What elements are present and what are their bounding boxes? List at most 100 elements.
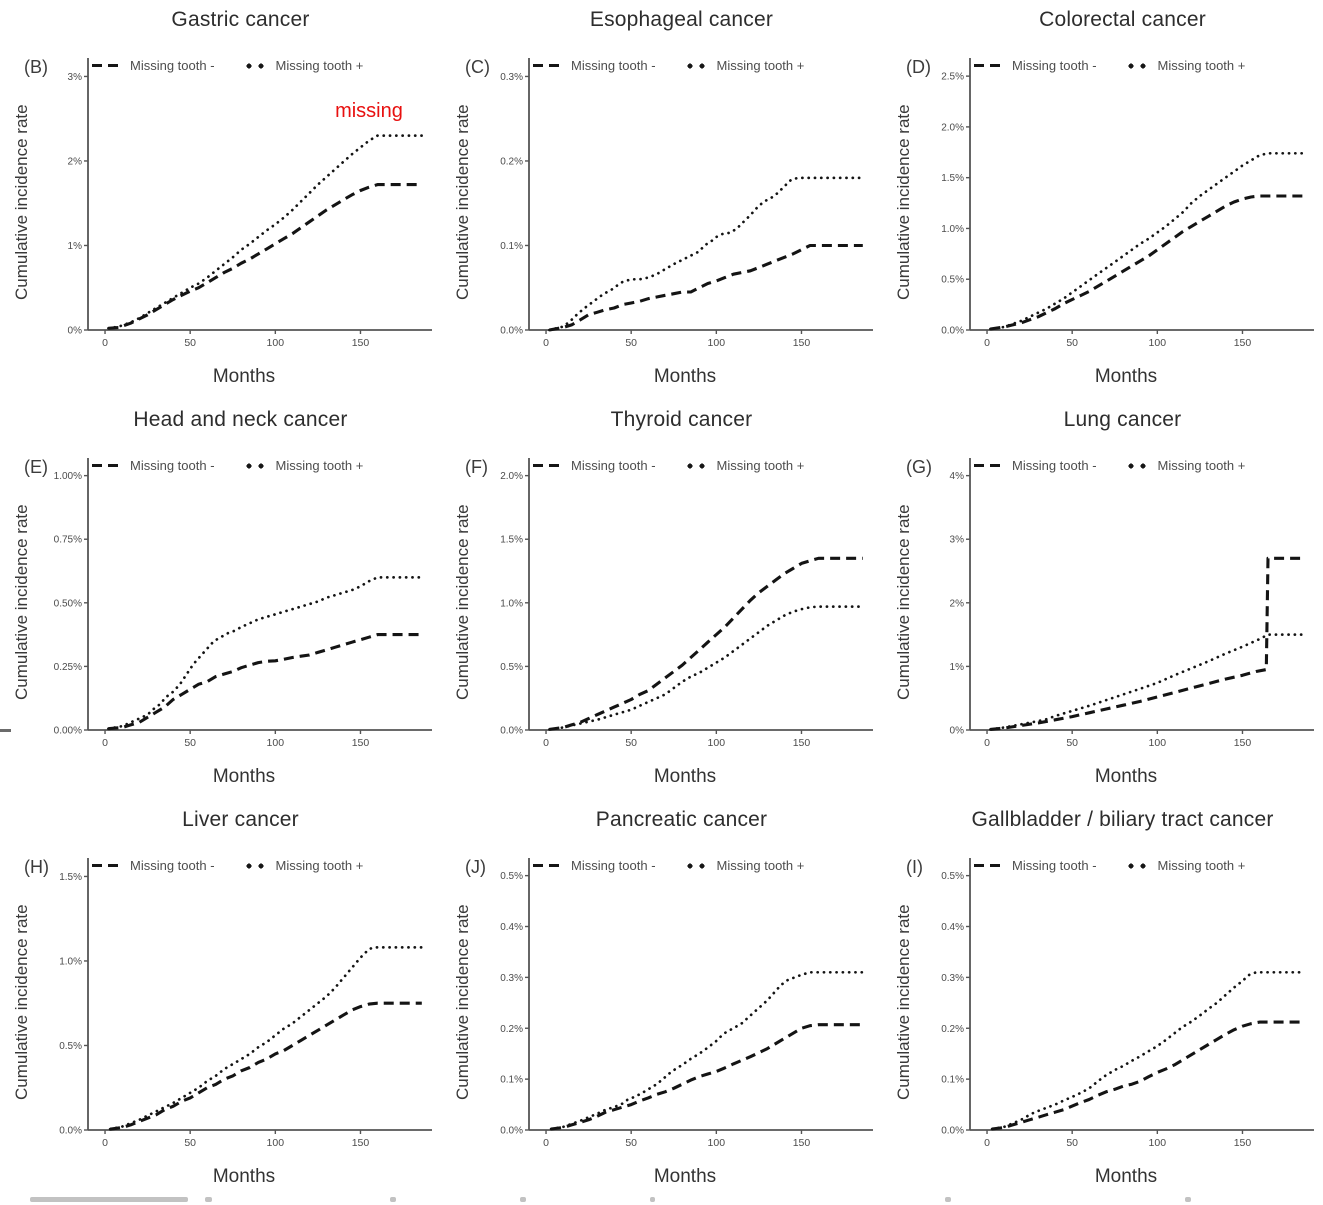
- plot-area: 0 50 100 150 0.0% 0.1% 0.2% 0.3%: [500, 58, 873, 349]
- legend: Missing tooth - Missing tooth +: [974, 458, 1245, 473]
- x-tick-label: 0: [102, 337, 108, 349]
- legend-item-minus: Missing tooth -: [533, 458, 656, 473]
- x-tick-label: 0: [984, 1137, 990, 1149]
- x-axis-label: Months: [653, 1166, 717, 1187]
- panel-letter: (E): [24, 457, 48, 477]
- x-tick-label: 50: [184, 737, 196, 749]
- x-tick-label: 0: [102, 1137, 108, 1149]
- y-axis-label: Cumulative incidence rate: [894, 104, 913, 301]
- x-tick-label: 150: [1234, 337, 1252, 349]
- legend: Missing tooth - Missing tooth +: [92, 458, 363, 473]
- x-tick-label: 0: [543, 337, 549, 349]
- legend-label-plus: Missing tooth +: [1157, 58, 1246, 73]
- y-tick-label: 0.5%: [941, 871, 964, 882]
- x-tick-label: 50: [625, 1137, 637, 1149]
- series-line-missing-tooth-plus: [107, 576, 424, 731]
- y-tick-label: 1.5%: [500, 535, 523, 546]
- legend-item-minus: Missing tooth -: [533, 858, 656, 873]
- legend-label-minus: Missing tooth -: [130, 458, 215, 473]
- x-tick-label: 100: [708, 737, 726, 749]
- x-tick-label: 100: [1149, 737, 1167, 749]
- y-tick-label: 0.4%: [941, 922, 964, 933]
- dotted-line-icon: [1124, 62, 1148, 69]
- plot-area: 0 50 100 150 0.0% 0.5% 1.0% 1.5% 2.0%: [500, 458, 873, 749]
- y-tick-label: 0.0%: [500, 726, 523, 737]
- x-tick-label: 50: [1066, 737, 1078, 749]
- y-axis-label: Cumulative incidence rate: [894, 504, 913, 701]
- dotted-line-icon: [683, 462, 707, 469]
- legend-item-plus: Missing tooth +: [683, 858, 805, 873]
- series-line-missing-tooth-minus: [109, 1001, 422, 1131]
- series-line-missing-tooth-plus: [989, 151, 1306, 331]
- x-tick-label: 50: [184, 337, 196, 349]
- legend-label-plus: Missing tooth +: [716, 458, 805, 473]
- panel-gastric-cancer: (B) Gastric cancer Missing tooth - Missi…: [0, 0, 441, 400]
- panel-title: Esophageal cancer: [589, 8, 774, 31]
- plot-area: 0 50 100 150 0.00% 0.25% 0.50% 0.75% 1.00%: [54, 458, 432, 749]
- legend-item-plus: Missing tooth +: [1124, 458, 1246, 473]
- dotted-line-icon: [242, 462, 266, 469]
- y-tick-label: 0.2%: [500, 156, 523, 167]
- dotted-line-icon: [683, 862, 707, 869]
- y-tick-label: 0.1%: [500, 241, 523, 252]
- series-line-missing-tooth-minus: [990, 194, 1304, 331]
- cropped-caption-remnant: [1185, 1197, 1191, 1202]
- panel-title: Liver cancer: [182, 808, 299, 831]
- legend-item-plus: Missing tooth +: [1124, 58, 1246, 73]
- dashed-line-icon: [974, 64, 1002, 67]
- y-tick-label: 1.5%: [941, 173, 964, 184]
- x-axis-label: Months: [653, 766, 717, 787]
- y-tick-label: 0.75%: [54, 535, 82, 546]
- x-tick-label: 100: [267, 337, 285, 349]
- panel-title: Head and neck cancer: [133, 408, 348, 431]
- panel-title: Lung cancer: [1063, 408, 1182, 431]
- dashed-line-icon: [92, 464, 120, 467]
- series-line-missing-tooth-minus: [108, 183, 422, 330]
- legend-item-minus: Missing tooth -: [533, 58, 656, 73]
- legend-item-plus: Missing tooth +: [683, 58, 804, 73]
- legend-label-plus: Missing tooth +: [716, 858, 805, 873]
- legend-item-minus: Missing tooth -: [974, 858, 1097, 873]
- legend-label-plus: Missing tooth +: [1157, 458, 1246, 473]
- legend-label-plus: Missing tooth +: [275, 858, 364, 873]
- x-tick-label: 100: [1149, 337, 1167, 349]
- dotted-line-icon: [242, 862, 266, 869]
- legend-item-plus: Missing tooth +: [242, 858, 364, 873]
- legend-label-minus: Missing tooth -: [130, 858, 215, 873]
- panel-title: Gallbladder / biliary tract cancer: [971, 808, 1274, 831]
- x-tick-label: 100: [708, 337, 726, 349]
- series-line-missing-tooth-plus: [107, 134, 424, 330]
- cropped-caption-remnant: [650, 1197, 655, 1202]
- x-axis-label: Months: [212, 366, 276, 387]
- panel-thyroid-cancer: (F) Thyroid cancer Missing tooth - Missi…: [441, 400, 882, 800]
- legend-label-minus: Missing tooth -: [571, 58, 656, 73]
- y-tick-label: 0.3%: [500, 72, 523, 83]
- dotted-line-icon: [1124, 862, 1148, 869]
- y-tick-label: 0.25%: [54, 662, 82, 673]
- panel-letter: (D): [906, 57, 931, 77]
- missing-annotation: missing: [335, 100, 403, 122]
- x-tick-label: 100: [1149, 1137, 1167, 1149]
- y-tick-label: 0.0%: [500, 1126, 523, 1137]
- panel-letter: (F): [465, 457, 488, 477]
- panel-letter: (I): [906, 857, 923, 877]
- x-axis-label: Months: [1094, 366, 1158, 387]
- y-tick-label: 0.5%: [500, 662, 523, 673]
- legend: Missing tooth - Missing tooth +: [974, 58, 1245, 73]
- x-axis-label: Months: [1094, 766, 1158, 787]
- dashed-line-icon: [533, 464, 561, 467]
- legend-label-plus: Missing tooth +: [275, 458, 364, 473]
- x-tick-label: 150: [352, 737, 370, 749]
- y-axis-label: Cumulative incidence rate: [894, 904, 913, 1101]
- legend-item-minus: Missing tooth -: [92, 858, 215, 873]
- y-axis-label: Cumulative incidence rate: [453, 104, 472, 301]
- panel-title: Colorectal cancer: [1039, 8, 1206, 31]
- series-line-missing-tooth-plus: [108, 946, 424, 1131]
- y-tick-label: 0.00%: [54, 726, 82, 737]
- dashed-line-icon: [974, 464, 1002, 467]
- legend-item-plus: Missing tooth +: [242, 458, 364, 473]
- panel-letter: (G): [906, 457, 932, 477]
- dotted-line-icon: [1124, 462, 1148, 469]
- x-tick-label: 150: [793, 337, 811, 349]
- y-axis-label: Cumulative incidence rate: [12, 104, 31, 301]
